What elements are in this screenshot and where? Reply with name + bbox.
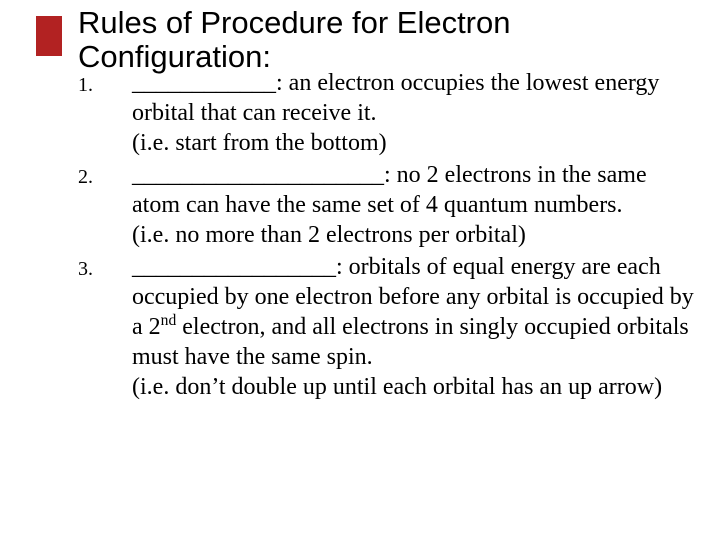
item-text-part2: electron, and all electrons in singly oc… — [132, 314, 689, 370]
blank: ____________ — [132, 70, 276, 96]
item-number: 1. — [78, 68, 132, 100]
item-body: ____________: an electron occupies the l… — [132, 68, 698, 158]
item-number: 2. — [78, 160, 132, 192]
list-item: 1. ____________: an electron occupies th… — [78, 68, 698, 158]
ordinal-superscript: nd — [161, 312, 177, 329]
item-hint: (i.e. start from the bottom) — [132, 130, 387, 156]
rules-list: 1. ____________: an electron occupies th… — [78, 68, 698, 404]
blank: _________________ — [132, 254, 336, 280]
item-body: _________________: orbitals of equal ene… — [132, 252, 698, 402]
accent-bar — [36, 16, 62, 56]
slide: Rules of Procedure for Electron Configur… — [0, 0, 720, 540]
item-hint: (i.e. don’t double up until each orbital… — [132, 374, 662, 400]
blank: _____________________ — [132, 162, 384, 188]
item-number: 3. — [78, 252, 132, 284]
slide-title: Rules of Procedure for Electron Configur… — [78, 6, 678, 74]
list-item: 2. _____________________: no 2 electrons… — [78, 160, 698, 250]
item-hint: (i.e. no more than 2 electrons per orbit… — [132, 222, 526, 248]
list-item: 3. _________________: orbitals of equal … — [78, 252, 698, 402]
item-body: _____________________: no 2 electrons in… — [132, 160, 698, 250]
